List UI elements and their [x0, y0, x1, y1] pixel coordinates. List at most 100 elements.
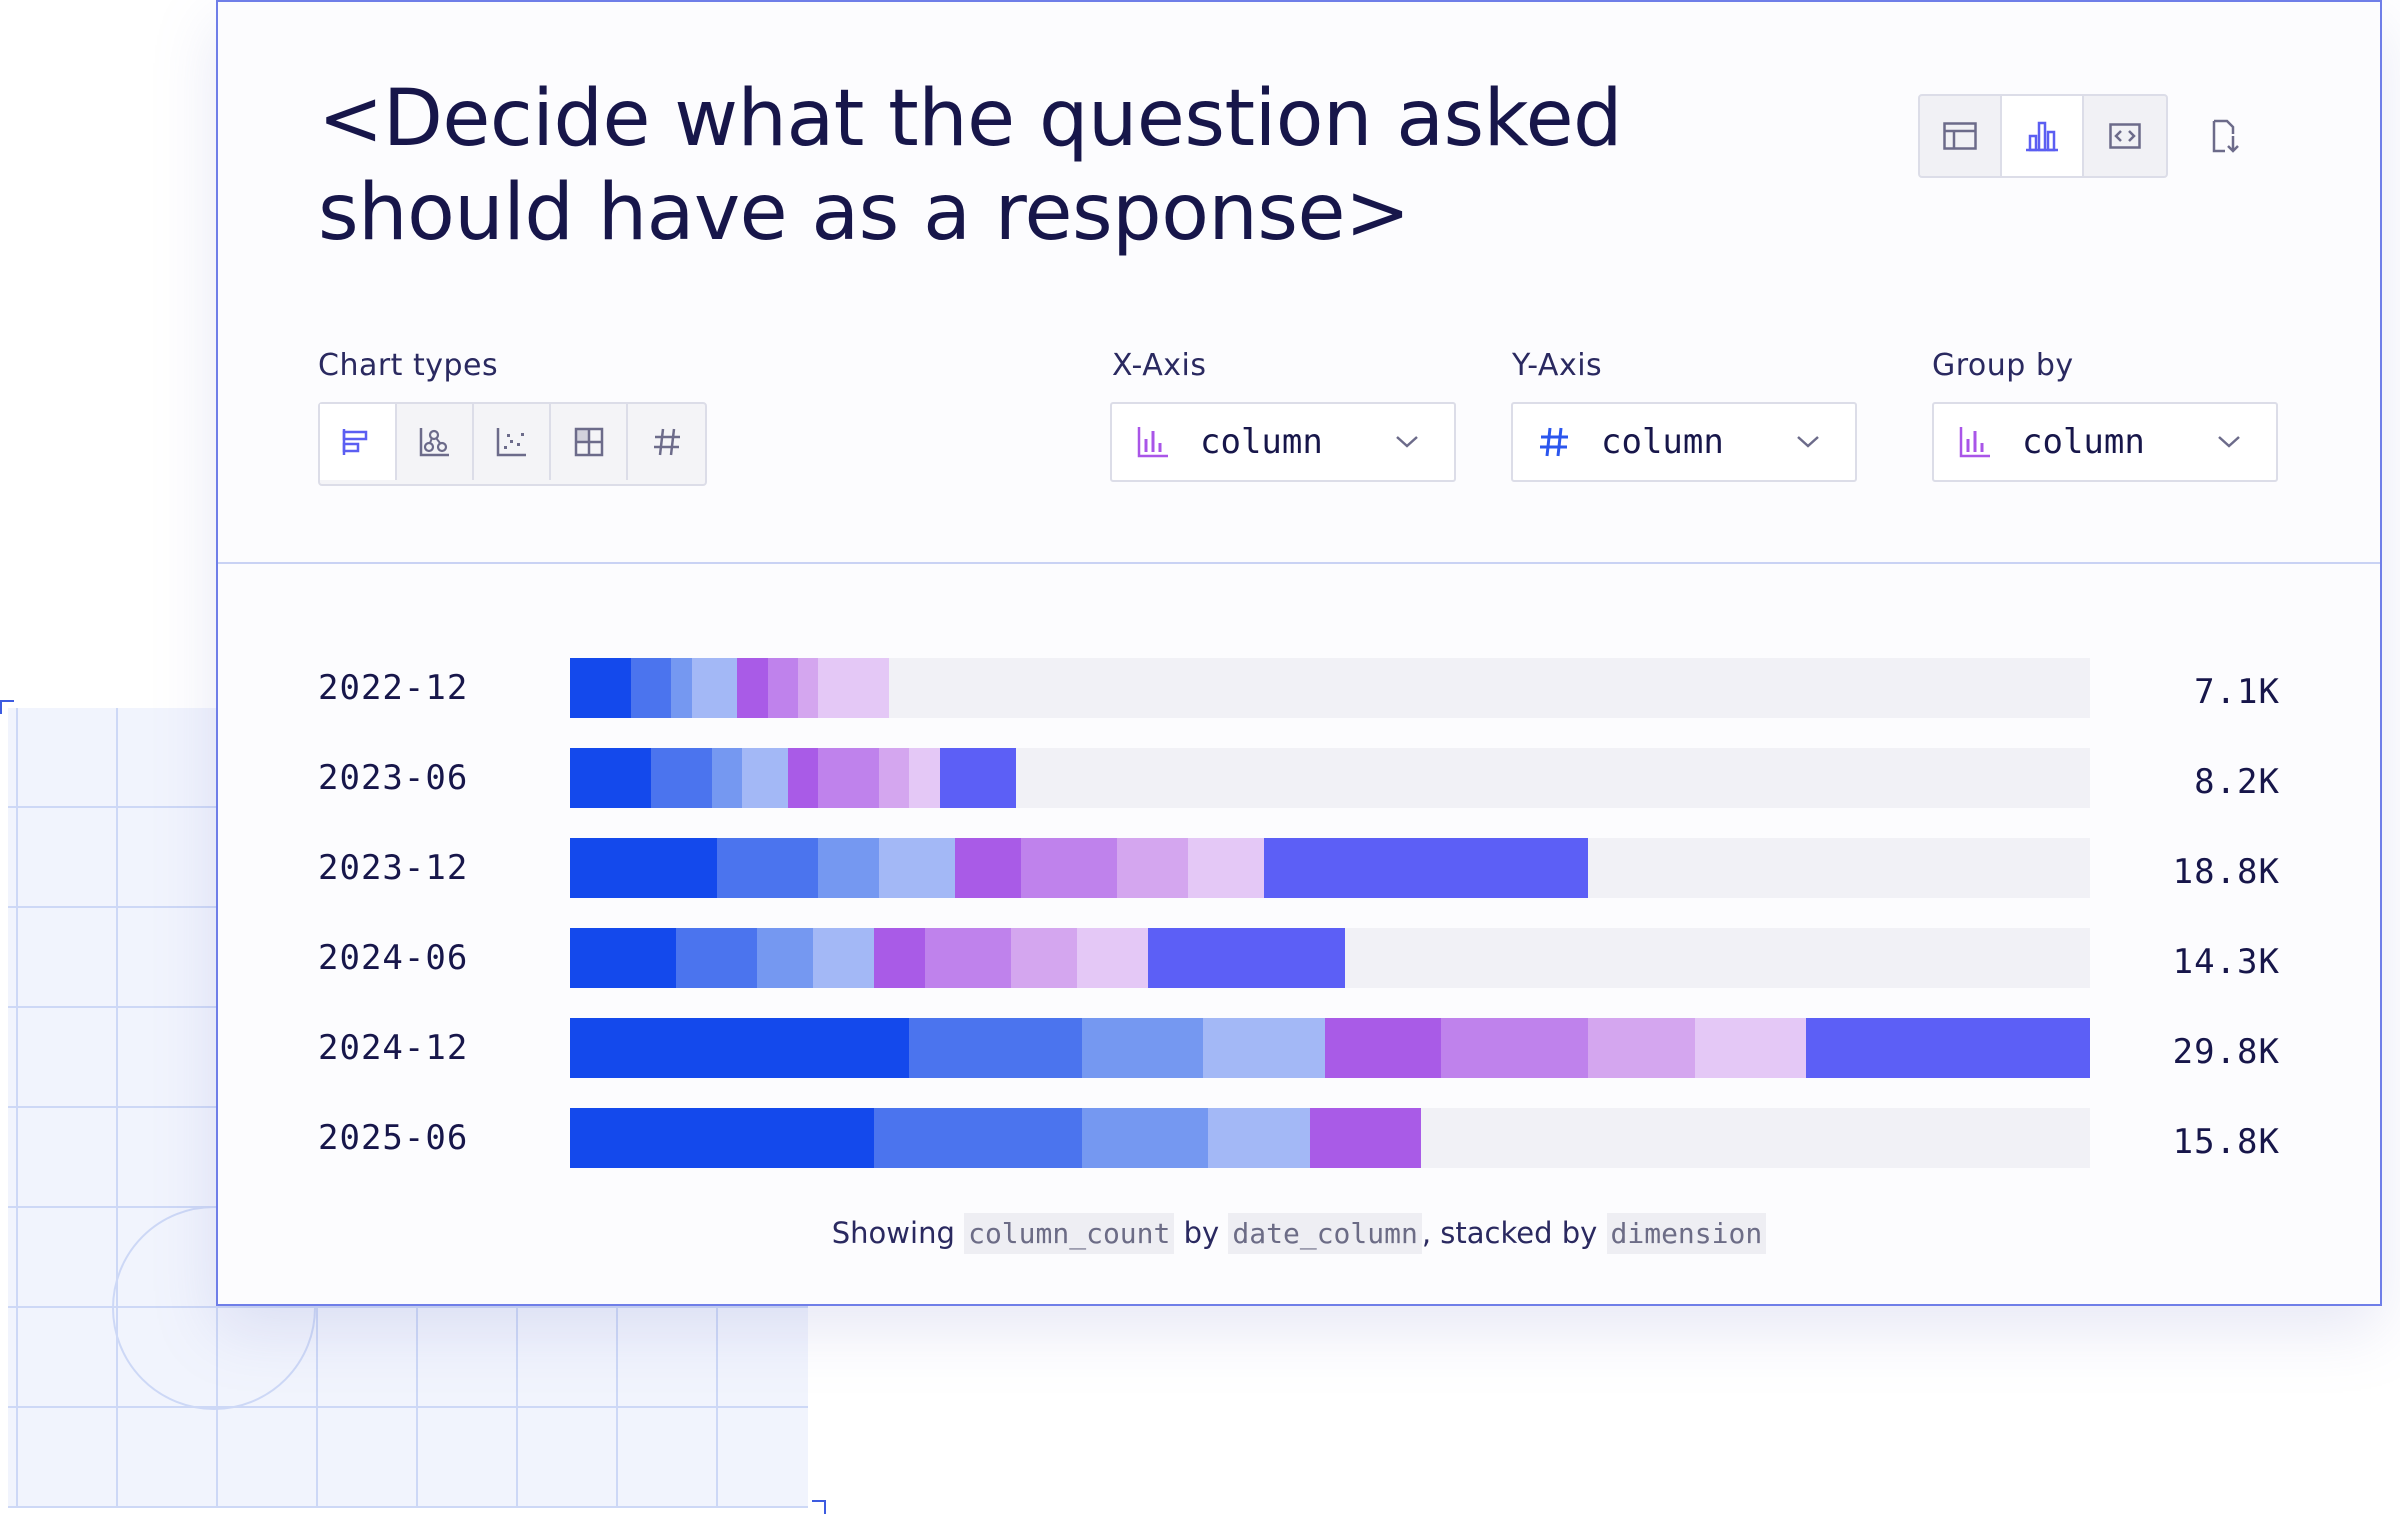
bar-track: [570, 1108, 2090, 1168]
bar-segment[interactable]: [1081, 1018, 1204, 1078]
bar-segment[interactable]: [1076, 928, 1148, 988]
bar-segment[interactable]: [1188, 838, 1265, 898]
y-axis-label: Y-Axis: [1512, 348, 1603, 383]
bar-segment[interactable]: [1081, 1108, 1209, 1168]
bar-value-label: 15.8K: [2172, 1122, 2280, 1162]
bar-segment[interactable]: [757, 928, 814, 988]
bar-segment[interactable]: [1806, 1018, 2090, 1078]
x-axis-label: X-Axis: [1112, 348, 1207, 383]
bar-segment[interactable]: [570, 748, 652, 808]
table-view-button[interactable]: [1920, 96, 2002, 176]
group-by-value: column: [2022, 422, 2145, 462]
chart-view-button[interactable]: [2002, 96, 2084, 176]
bar-segment[interactable]: [1020, 838, 1118, 898]
export-file-icon: [2212, 119, 2239, 153]
bar-value-label: 8.2K: [2194, 762, 2280, 802]
bar-segment[interactable]: [1203, 1018, 1325, 1078]
bar-segment[interactable]: [1117, 838, 1189, 898]
caption-by: by: [1183, 1216, 1220, 1250]
bar-segment[interactable]: [1694, 1018, 1807, 1078]
bar-segment[interactable]: [1208, 1108, 1310, 1168]
bar-value-label: 29.8K: [2172, 1032, 2280, 1072]
bar-segment[interactable]: [671, 658, 692, 718]
bar-segment[interactable]: [1010, 928, 1077, 988]
bar-segment[interactable]: [691, 658, 738, 718]
background-circle-decoration: [112, 1206, 316, 1410]
bar-track: [570, 838, 2090, 898]
bar-track: [570, 748, 2090, 808]
bar-segment[interactable]: [1324, 1018, 1442, 1078]
bar-segment[interactable]: [818, 748, 880, 808]
caption-measure: column_count: [964, 1213, 1175, 1254]
bar-segment[interactable]: [1147, 928, 1346, 988]
bar-segment[interactable]: [570, 838, 717, 898]
chart-type-network[interactable]: [397, 404, 474, 480]
bar-segment[interactable]: [630, 658, 672, 718]
bar-segment[interactable]: [570, 1018, 910, 1078]
view-toggle-group: [1918, 94, 2168, 178]
bar-segment[interactable]: [1264, 838, 1589, 898]
bar-segment[interactable]: [676, 928, 758, 988]
bar-segment[interactable]: [1588, 1018, 1695, 1078]
bar-segment[interactable]: [742, 748, 788, 808]
chart-view-icon: [2026, 121, 2058, 152]
group-by-select[interactable]: column: [1932, 402, 2278, 482]
bar-segment[interactable]: [879, 748, 910, 808]
chart-type-pivot[interactable]: [551, 404, 628, 480]
chart-type-selector: [318, 402, 707, 486]
bar-segment[interactable]: [570, 658, 631, 718]
export-button[interactable]: [2204, 114, 2248, 158]
bar-segment[interactable]: [874, 928, 925, 988]
bar-track: [570, 928, 2090, 988]
bar-segment[interactable]: [909, 748, 940, 808]
bar-segment[interactable]: [787, 748, 819, 808]
x-axis-select[interactable]: column: [1110, 402, 1456, 482]
bar-segment[interactable]: [924, 928, 1011, 988]
chart-type-number[interactable]: [628, 404, 705, 480]
caption-dimension-x: date_column: [1228, 1213, 1422, 1254]
code-view-button[interactable]: [2084, 96, 2166, 176]
bar-segment[interactable]: [813, 928, 874, 988]
chevron-down-icon: [1795, 434, 1821, 450]
scatter-chart-icon: [496, 428, 526, 457]
bar-segment[interactable]: [570, 1108, 874, 1168]
code-view-icon: [2109, 123, 2141, 149]
y-axis-value: column: [1601, 422, 1724, 462]
number-icon: [653, 428, 680, 456]
group-by-label: Group by: [1932, 348, 2074, 383]
chevron-down-icon: [2216, 434, 2242, 450]
bar-segment[interactable]: [818, 838, 880, 898]
bar-segment[interactable]: [879, 838, 956, 898]
bar-segment[interactable]: [767, 658, 798, 718]
bar-value-label: 7.1K: [2194, 672, 2280, 712]
bar-segment[interactable]: [798, 658, 819, 718]
bar-category-label: 2023-06: [318, 758, 469, 798]
bar-segment[interactable]: [874, 1108, 1082, 1168]
bar-column-icon: [1958, 425, 2004, 459]
bar-track: [570, 1018, 2090, 1078]
corner-mark: [0, 700, 14, 714]
chart-type-bar[interactable]: [320, 404, 397, 480]
chart-caption: Showing column_count by date_column, sta…: [218, 1213, 2380, 1254]
bar-category-label: 2025-06: [318, 1118, 469, 1158]
y-axis-select[interactable]: column: [1511, 402, 1857, 482]
chart-types-label: Chart types: [318, 348, 499, 383]
corner-mark: [812, 1500, 826, 1514]
caption-stacked-by: , stacked by: [1421, 1216, 1598, 1250]
bar-segment[interactable]: [955, 838, 1021, 898]
chart-type-scatter[interactable]: [474, 404, 551, 480]
bar-segment[interactable]: [939, 748, 1016, 808]
bar-segment[interactable]: [1441, 1018, 1589, 1078]
bar-segment[interactable]: [818, 658, 890, 718]
bar-segment[interactable]: [737, 658, 768, 718]
bar-segment[interactable]: [570, 928, 677, 988]
bar-segment[interactable]: [651, 748, 712, 808]
bar-segment[interactable]: [1309, 1108, 1422, 1168]
chart-builder-panel: <Decide what the question asked should h…: [216, 0, 2382, 1306]
bar-category-label: 2024-12: [318, 1028, 469, 1068]
bar-segment[interactable]: [711, 748, 743, 808]
bar-segment[interactable]: [716, 838, 819, 898]
bar-segment[interactable]: [909, 1018, 1082, 1078]
bar-category-label: 2023-12: [318, 848, 469, 888]
bar-category-label: 2022-12: [318, 668, 469, 708]
